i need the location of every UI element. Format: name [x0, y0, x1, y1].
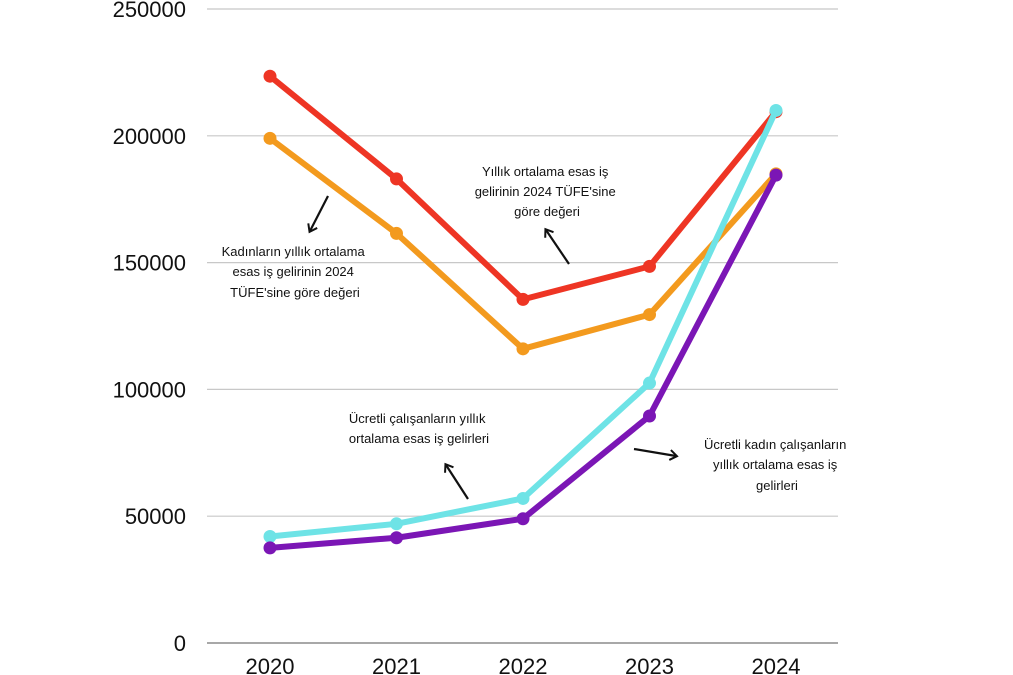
data-point: [769, 168, 783, 182]
data-point: [263, 541, 277, 555]
data-point: [263, 69, 277, 83]
series-lines: [263, 69, 783, 555]
annotation-purple-line: gelirleri: [756, 478, 798, 493]
series-3: [263, 168, 783, 555]
axes: 0 50000 100000 150000 200000 250000 2020 2021 20…: [113, 0, 838, 675]
y-tick-label: 50000: [125, 504, 186, 529]
annotations: Yıllık ortalama esas iş gelirinin 2024 T…: [222, 164, 850, 500]
annotation-orange-line: TÜFE'sine göre değeri: [230, 285, 360, 300]
y-tick-label: 100000: [113, 377, 186, 402]
annotation-cyan-line: Ücretli çalışanların yıllık: [349, 411, 486, 426]
data-point: [390, 531, 403, 545]
annotation-orange: Kadınların yıllık ortalama esas iş gelir…: [222, 244, 369, 300]
x-tick-label: 2024: [752, 654, 801, 675]
data-point: [390, 517, 403, 531]
data-point: [390, 172, 403, 186]
annotation-purple-line: yıllık ortalama esas iş: [713, 457, 838, 472]
annotation-orange-arrow: [307, 195, 329, 234]
x-tick-label: 2020: [246, 654, 295, 675]
x-tick-label: 2021: [372, 654, 421, 675]
data-point: [263, 529, 277, 543]
annotation-orange-line: Kadınların yıllık ortalama: [222, 244, 366, 259]
annotation-cyan: Ücretli çalışanların yıllık ortalama esa…: [349, 411, 489, 446]
data-point: [516, 512, 530, 526]
data-point: [643, 409, 656, 423]
annotation-orange-line: esas iş gelirinin 2024: [232, 264, 353, 279]
annotation-red-line: Yıllık ortalama esas iş: [482, 164, 609, 179]
gridlines: [207, 8, 838, 517]
data-point: [390, 226, 403, 240]
data-point: [643, 376, 656, 390]
annotation-purple: Ücretli kadın çalışanların yıllık ortala…: [704, 437, 850, 493]
x-tick-label: 2023: [625, 654, 674, 675]
annotation-cyan-arrow: [444, 462, 469, 500]
annotation-red: Yıllık ortalama esas iş gelirinin 2024 T…: [475, 164, 620, 219]
data-point: [516, 342, 530, 356]
annotation-red-arrow: [544, 227, 570, 265]
annotation-red-line: göre değeri: [514, 204, 580, 219]
y-tick-label: 150000: [113, 251, 186, 276]
data-point: [643, 259, 656, 273]
y-tick-label: 0: [174, 631, 186, 656]
data-point: [769, 103, 783, 117]
annotation-cyan-line: ortalama esas iş gelirleri: [349, 431, 489, 446]
x-tick-label: 2022: [499, 654, 548, 675]
annotation-purple-arrow: [633, 447, 679, 461]
y-tick-label: 250000: [113, 0, 186, 22]
data-point: [516, 491, 530, 505]
y-tick-label: 200000: [113, 124, 186, 149]
data-point: [263, 131, 277, 145]
data-point: [516, 292, 530, 306]
series-2: [263, 103, 783, 543]
annotation-purple-line: Ücretli kadın çalışanların: [704, 437, 846, 452]
annotation-red-line: gelirinin 2024 TÜFE'sine: [475, 184, 616, 199]
data-point: [643, 308, 656, 322]
